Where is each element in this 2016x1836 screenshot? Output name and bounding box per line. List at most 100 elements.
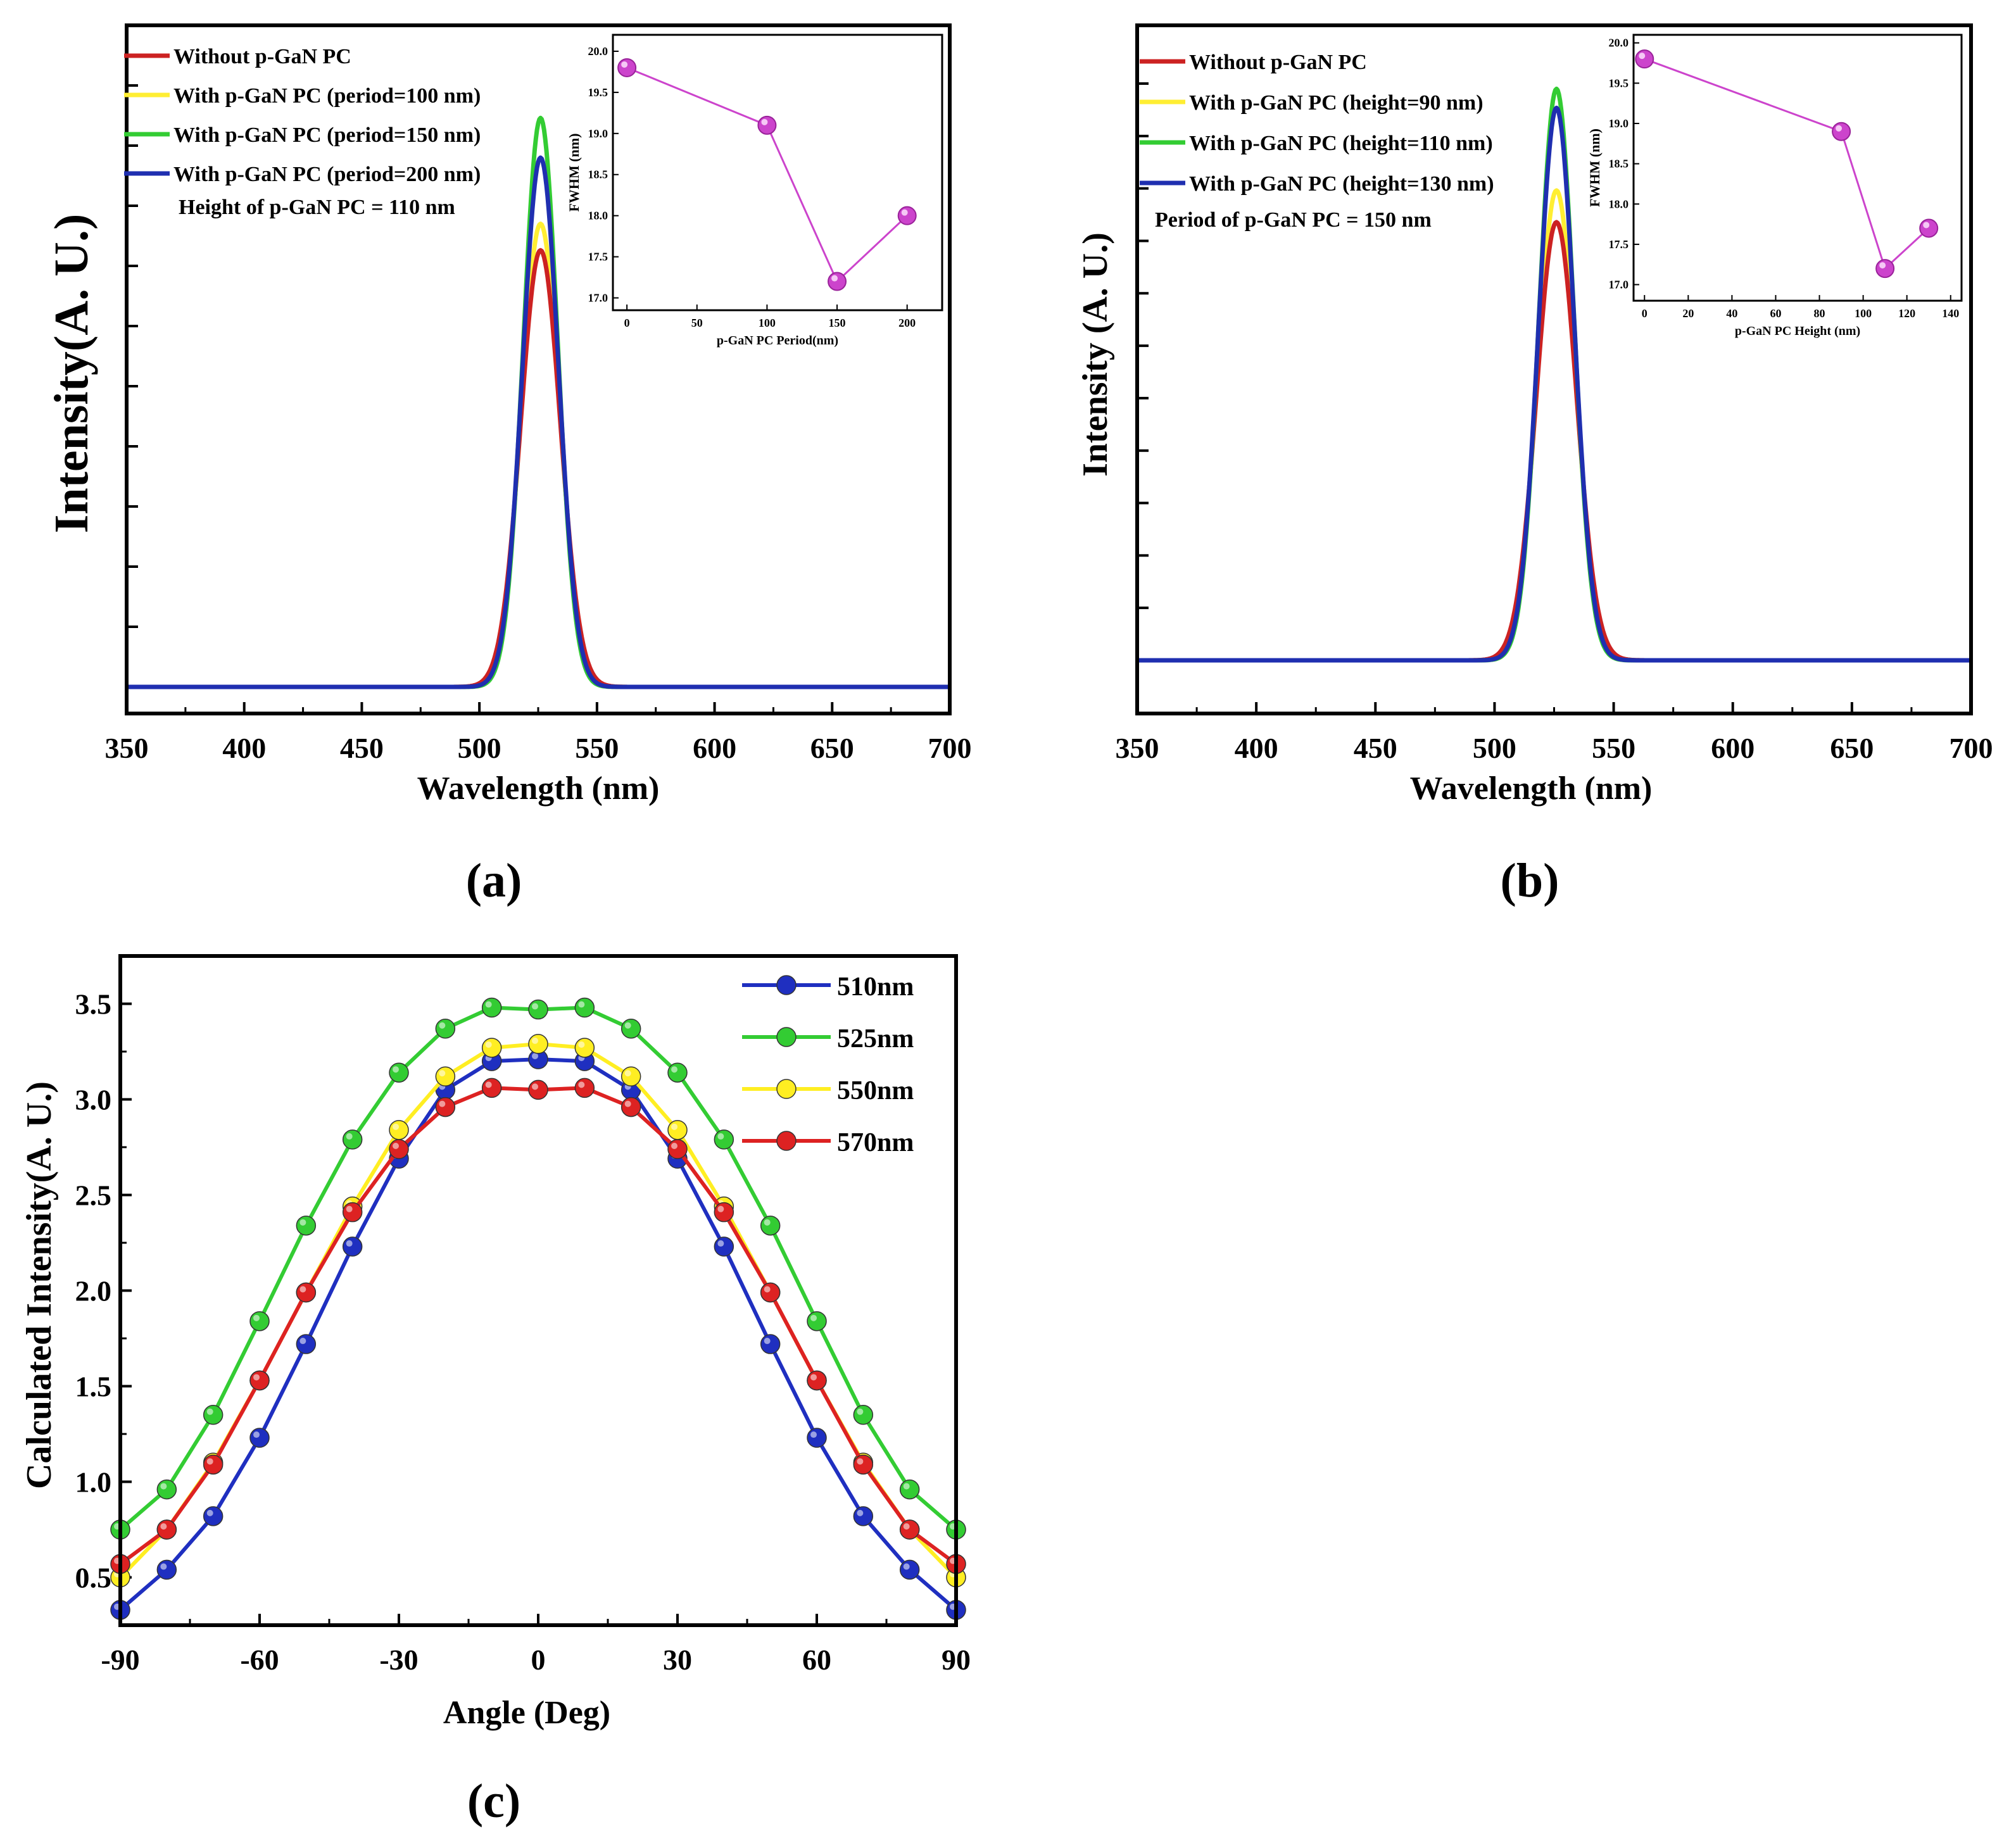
data-point-highlight (393, 1066, 399, 1073)
x-tick-label: 650 (810, 732, 854, 764)
inset-point-highlight (1879, 262, 1886, 269)
data-point-510nm (853, 1506, 874, 1526)
panel-label-c: (c) (467, 1775, 520, 1828)
inset-x-tick-label: 100 (759, 317, 776, 329)
data-point-highlight (624, 1070, 631, 1077)
data-point-highlight (857, 1458, 864, 1465)
x-tick-label: 450 (340, 732, 384, 764)
data-point-highlight (532, 1003, 538, 1010)
panel-c-ylabel: Calculated Intensity(A. U.) (20, 1081, 59, 1489)
x-tick-label: -60 (240, 1644, 279, 1676)
x-tick-label: 550 (1592, 732, 1635, 764)
data-point-highlight (671, 1143, 677, 1150)
inset-x-tick-label: 40 (1726, 307, 1737, 320)
data-point-525nm (528, 999, 548, 1020)
data-point-525nm (481, 997, 502, 1018)
inset-x-tick-label: 0 (624, 317, 630, 329)
inset-y-tick-label: 17.0 (1609, 279, 1629, 291)
legend-label: 550nm (837, 1076, 914, 1105)
data-point-525nm (296, 1216, 317, 1236)
legend-label: With p-GaN PC (height=110 nm) (1189, 132, 1493, 155)
y-tick-label: 2.5 (75, 1179, 112, 1212)
data-point-highlight (346, 1240, 353, 1247)
data-point-510nm (296, 1334, 317, 1354)
inset-point-highlight (1836, 125, 1843, 132)
y-tick-label: 1.0 (75, 1466, 112, 1499)
y-tick-label: 2.0 (75, 1275, 112, 1307)
data-point-570nm (714, 1202, 734, 1223)
legend-marker (776, 1079, 797, 1099)
data-point-highlight (299, 1338, 306, 1345)
inset-point-highlight (761, 118, 768, 125)
panel-a-annotation: Height of p-GaN PC = 110 nm (179, 196, 455, 219)
legend-label: Without p-GaN PC (173, 45, 351, 68)
inset-ylabel: FWHM (nm) (566, 133, 582, 211)
inset-point-highlight (1639, 53, 1646, 60)
data-point-highlight (346, 1133, 353, 1140)
data-point-highlight (671, 1123, 677, 1130)
data-point-highlight (764, 1286, 771, 1293)
inset-y-tick-label: 18.5 (1609, 158, 1629, 170)
data-point-510nm (899, 1559, 920, 1580)
legend-label: With p-GaN PC (period=150 nm) (173, 123, 481, 147)
legend-label: With p-GaN PC (period=100 nm) (173, 84, 481, 108)
series-line-b-3 (1136, 105, 1972, 663)
data-point-570nm (574, 1078, 595, 1098)
panel-label-a: (a) (466, 854, 522, 907)
panel-a-frame (125, 23, 952, 715)
data-point-highlight (624, 1100, 631, 1107)
data-point-550nm (528, 1034, 548, 1054)
data-point-570nm (435, 1097, 456, 1117)
data-point-highlight (439, 1070, 446, 1077)
data-point-525nm (342, 1129, 363, 1150)
data-point-525nm (899, 1479, 920, 1500)
data-point-570nm (528, 1079, 548, 1100)
legend-marker (776, 1131, 797, 1151)
legend-label: 570nm (837, 1128, 914, 1157)
x-tick-label: 700 (928, 732, 972, 764)
panel-c: -90 -60 -30 0 30 60 90 0.5 1.0 1.5 2.0 2.5 3.0 3.5 An… (20, 954, 971, 1828)
inset-frame (612, 34, 943, 311)
x-tick-label: -90 (101, 1644, 139, 1676)
inset-y-tick-label: 19.5 (588, 86, 608, 99)
data-point-highlight (810, 1431, 817, 1438)
data-point-highlight (299, 1286, 306, 1293)
data-point-highlight (903, 1563, 910, 1570)
data-point-highlight (532, 1037, 538, 1044)
data-point-525nm (156, 1479, 177, 1500)
data-point-570nm (203, 1454, 224, 1475)
data-point-highlight (810, 1314, 817, 1321)
data-point-highlight (439, 1100, 446, 1107)
data-point-highlight (903, 1523, 910, 1530)
x-tick-label: 500 (1473, 732, 1516, 764)
inset-x-tick-label: 200 (898, 317, 916, 329)
inset-point (897, 206, 917, 225)
panel-b-frame (1135, 23, 1973, 715)
data-point-highlight (206, 1408, 213, 1415)
data-point-525nm (714, 1129, 734, 1150)
data-point-highlight (578, 1001, 585, 1008)
inset-x-tick-label: 60 (1770, 307, 1781, 320)
x-tick-label: 400 (222, 732, 266, 764)
x-tick-label: 600 (693, 732, 736, 764)
inset-x-tick-label: 120 (1898, 307, 1915, 320)
data-point-highlight (160, 1483, 167, 1490)
legend-marker (776, 975, 797, 995)
data-point-highlight (485, 1001, 492, 1008)
inset-y-tick-label: 17.0 (588, 292, 608, 305)
data-point-570nm (899, 1519, 920, 1540)
data-point-570nm (389, 1139, 409, 1159)
data-point-highlight (578, 1081, 585, 1088)
x-tick-label: 30 (663, 1644, 692, 1676)
inset-point (757, 115, 777, 135)
data-point-highlight (764, 1338, 771, 1345)
panel-label-b: (b) (1501, 854, 1559, 907)
data-point-570nm (249, 1370, 270, 1391)
y-tick-label: 3.5 (75, 988, 112, 1021)
data-point-highlight (393, 1123, 399, 1130)
inset-point (1832, 122, 1851, 141)
inset-point (828, 272, 847, 291)
inset-y-tick-label: 18.0 (1609, 198, 1629, 210)
panel-c-frame (118, 954, 958, 1627)
